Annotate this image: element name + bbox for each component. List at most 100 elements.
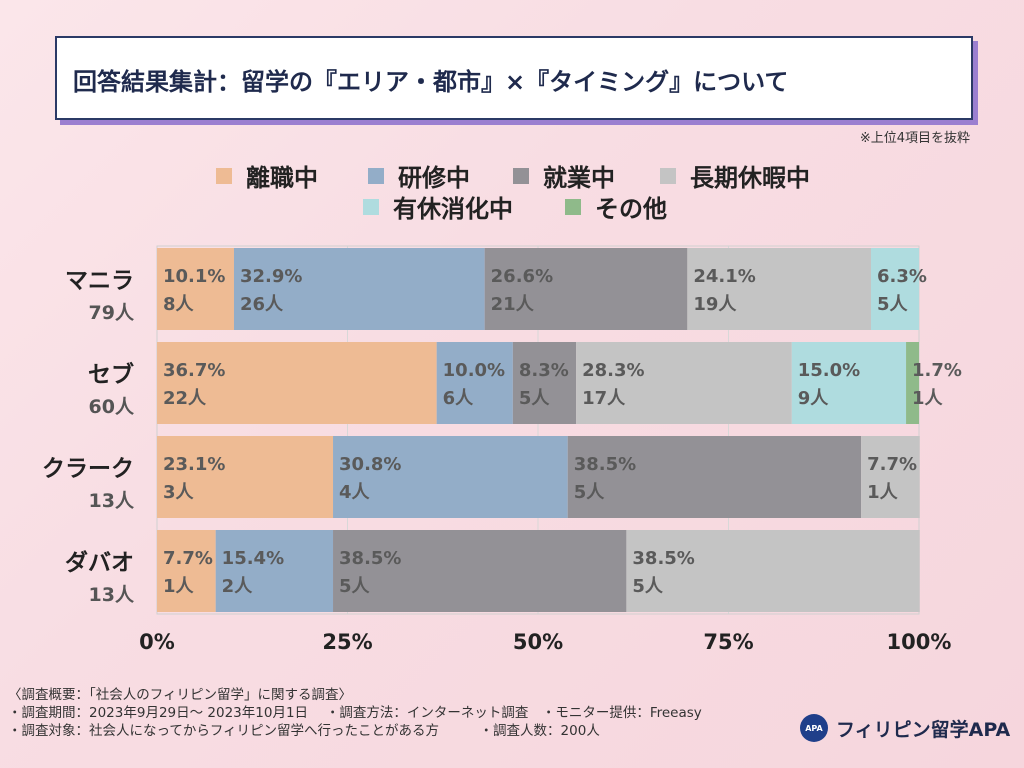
bar-segment-1-1: [436, 342, 513, 424]
data-label-pct-2-0: 23.1%: [163, 454, 225, 475]
bar-segment-3-0: [157, 530, 216, 612]
x-tick-label-1: 25%: [322, 630, 372, 654]
data-label-count-1-5: 1人: [912, 388, 944, 409]
footer-line-2: ・調査期間：2023年9月29日～ 2023年10月1日 ・調査方法：インターネ…: [8, 705, 702, 721]
bar-segment-3-3: [626, 530, 920, 612]
logo-mark-icon: APA: [800, 714, 828, 742]
bar-segment-1-5: [906, 342, 919, 424]
legend-swatch-3: [660, 167, 676, 184]
survey-footer: 〈調査概要：「社会人のフィリピン留学」に関する調査〉・調査期間：2023年9月2…: [8, 686, 702, 740]
data-label-pct-0-3: 24.1%: [693, 266, 755, 287]
bar-segment-0-2: [484, 248, 688, 330]
data-label-pct-2-2: 38.5%: [574, 454, 636, 475]
data-label-count-0-2: 21人: [491, 294, 535, 315]
data-label-pct-1-2: 8.3%: [519, 360, 569, 381]
x-tick-label-0: 0%: [139, 630, 175, 654]
data-label-pct-0-2: 26.6%: [491, 266, 553, 287]
data-label-count-1-3: 17人: [582, 388, 626, 409]
footer-line-3: ・調査対象：社会人になってからフィリピン留学へ行ったことがある方 ・調査人数：2…: [8, 723, 600, 739]
note-text: ※上位4項目を抜粋: [859, 131, 970, 146]
legend-swatch-1: [368, 167, 384, 184]
legend-item-4: 有休消化中: [363, 189, 513, 224]
data-label-pct-0-1: 32.9%: [240, 266, 302, 287]
data-label-count-2-0: 3人: [163, 482, 195, 503]
category-label-2: クラーク: [42, 456, 134, 482]
category-total-0: 79人: [89, 302, 135, 324]
data-label-pct-3-0: 7.7%: [163, 548, 213, 569]
x-tick-label-2: 50%: [513, 630, 563, 654]
category-total-2: 13人: [89, 490, 135, 512]
category-label-1: セブ: [88, 361, 134, 388]
data-label-count-1-1: 6人: [443, 388, 475, 409]
data-label-count-0-1: 26人: [240, 294, 284, 315]
data-label-count-2-2: 5人: [574, 482, 606, 503]
data-label-count-0-3: 19人: [693, 294, 737, 315]
category-total-3: 13人: [89, 584, 135, 606]
data-label-pct-1-5: 1.7%: [912, 360, 962, 381]
bar-segment-3-1: [215, 530, 334, 612]
legend-item-3: 長期休暇中: [660, 158, 810, 193]
title-box: 回答結果集計：留学の『エリア・都市』×『タイミング』について: [55, 36, 973, 120]
data-label-count-3-3: 5人: [632, 576, 664, 597]
legend-label-2: 就業中: [543, 164, 615, 192]
bar-segment-2-2: [567, 436, 862, 518]
data-label-pct-1-1: 10.0%: [443, 360, 505, 381]
data-label-pct-3-1: 15.4%: [222, 548, 284, 569]
bar-segment-1-4: [791, 342, 907, 424]
data-label-count-1-0: 22人: [163, 388, 207, 409]
data-label-pct-3-3: 38.5%: [632, 548, 694, 569]
legend-swatch-4: [363, 198, 379, 215]
legend-item-1: 研修中: [368, 158, 470, 193]
data-label-count-1-2: 5人: [519, 388, 551, 409]
footer-line-1: 〈調査概要：「社会人のフィリピン留学」に関する調査〉: [8, 687, 352, 703]
data-label-pct-3-2: 38.5%: [339, 548, 401, 569]
x-tick-label-3: 75%: [703, 630, 753, 654]
legend-item-5: その他: [565, 189, 667, 224]
bar-segment-2-3: [861, 436, 920, 518]
bar-segment-2-0: [157, 436, 334, 518]
category-label-3: ダバオ: [65, 549, 134, 576]
category-label-0: マニラ: [65, 268, 134, 294]
legend-label-0: 離職中: [246, 164, 318, 192]
plot-frame: [156, 245, 920, 615]
data-label-pct-1-3: 28.3%: [582, 360, 644, 381]
data-label-count-0-4: 5人: [877, 294, 909, 315]
x-tick-label-4: 100%: [887, 630, 952, 654]
legend-label-5: その他: [595, 195, 667, 223]
data-label-count-1-4: 9人: [798, 388, 830, 409]
legend-item-0: 離職中: [216, 158, 318, 193]
category-total-1: 60人: [89, 396, 135, 418]
legend-swatch-0: [216, 167, 232, 184]
data-label-count-2-3: 1人: [867, 482, 899, 503]
bar-segment-1-2: [512, 342, 577, 424]
stacked-bar-chart: 10.1% 8人 32.9% 26人 26.6% 21人 24.1% 19人 6.3% 5人 マニラ…: [42, 245, 962, 654]
legend-label-4: 有休消化中: [393, 195, 513, 223]
logo-text: フィリピン留学APA: [836, 718, 1011, 741]
data-label-pct-0-4: 6.3%: [877, 266, 927, 287]
bar-segment-0-0: [157, 248, 234, 330]
data-label-pct-2-3: 7.7%: [867, 454, 917, 475]
legend-swatch-5: [565, 198, 581, 215]
legend-swatch-2: [513, 167, 529, 184]
bar-segment-0-1: [233, 248, 485, 330]
brand-logo: APA フィリピン留学APA: [800, 714, 1010, 742]
bar-segment-1-0: [157, 342, 437, 424]
data-label-count-3-2: 5人: [339, 576, 371, 597]
data-label-pct-1-4: 15.0%: [798, 360, 860, 381]
bar-segment-0-4: [870, 248, 919, 330]
legend-item-2: 就業中: [513, 158, 615, 193]
data-label-count-2-1: 4人: [339, 482, 371, 503]
legend-label-3: 長期休暇中: [690, 164, 810, 192]
chart-title: 回答結果集計：留学の『エリア・都市』×『タイミング』について: [73, 68, 789, 96]
bar-segment-3-2: [333, 530, 627, 612]
data-label-pct-1-0: 36.7%: [163, 360, 225, 381]
bar-segment-0-3: [687, 248, 871, 330]
bar-segment-1-3: [576, 342, 792, 424]
data-label-count-3-0: 1人: [163, 576, 195, 597]
data-label-pct-2-1: 30.8%: [339, 454, 401, 475]
bar-segment-2-1: [333, 436, 568, 518]
legend-label-1: 研修中: [398, 164, 470, 192]
data-label-count-3-1: 2人: [222, 576, 254, 597]
data-label-count-0-0: 8人: [163, 294, 195, 315]
data-label-pct-0-0: 10.1%: [163, 266, 225, 287]
